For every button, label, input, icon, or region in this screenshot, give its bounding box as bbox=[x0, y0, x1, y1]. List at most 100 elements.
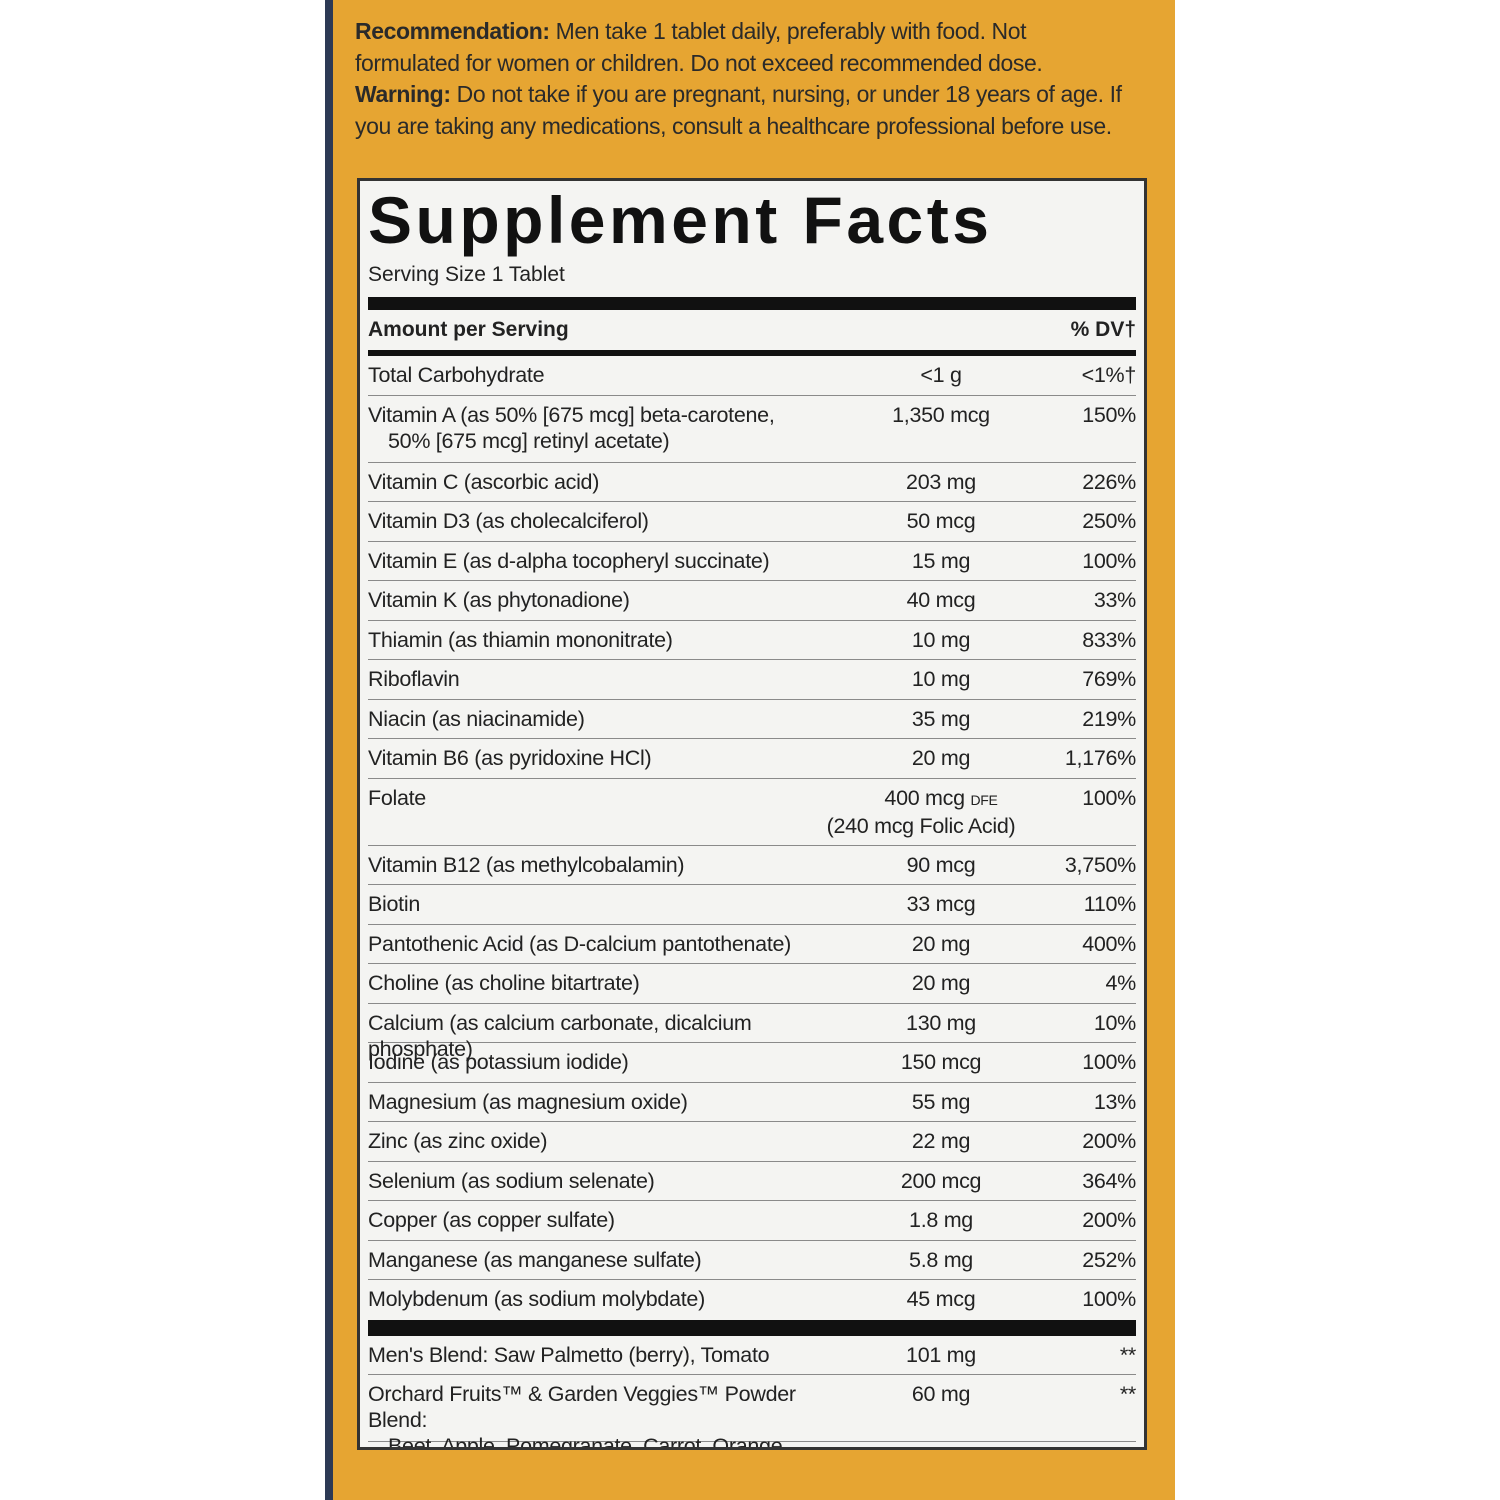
nutrient-name: Orchard Fruits™ & Garden Veggies™ Powder… bbox=[368, 1381, 841, 1447]
daily-value: 100% bbox=[1082, 1287, 1136, 1311]
nutrient-name: Calcium (as calcium carbonate, dicalcium… bbox=[368, 1010, 841, 1061]
nutrient-row: Zinc (as zinc oxide) 22 mg 200% bbox=[368, 1122, 1136, 1162]
amount: 150 mcg bbox=[841, 1049, 1041, 1082]
name-line: Vitamin C (ascorbic acid) bbox=[368, 469, 600, 494]
amount-value: 5.8 mg bbox=[909, 1247, 973, 1272]
amount-value: <1 g bbox=[920, 363, 962, 387]
name-line: Vitamin A (as 50% [675 mcg] beta-caroten… bbox=[368, 402, 775, 427]
nutrient-row: Thiamin (as thiamin mononitrate) 10 mg 833… bbox=[368, 621, 1136, 660]
nutrient-name: Biotin bbox=[368, 891, 841, 924]
amount: 55 mg bbox=[841, 1089, 1041, 1122]
name-line: Vitamin E (as d-alpha tocopheryl succina… bbox=[368, 548, 770, 573]
amount-line: 200 mcg bbox=[841, 1168, 1041, 1194]
amount-line: 400 mcg DFE bbox=[841, 785, 1041, 813]
amount-value: 90 mcg bbox=[906, 852, 976, 877]
daily-value: 4% bbox=[1105, 971, 1137, 995]
daily-value: <1%† bbox=[1081, 363, 1137, 387]
nutrient-row: Niacin (as niacinamide) 35 mg 219% bbox=[368, 700, 1136, 739]
amount-line: 101 mg bbox=[841, 1342, 1041, 1368]
amount-value: 203 mg bbox=[906, 469, 976, 494]
nutrient-row: Orchard Fruits™ & Garden Veggies™ Powder… bbox=[368, 1375, 1136, 1447]
nutrient-name: Magnesium (as magnesium oxide) bbox=[368, 1089, 841, 1122]
daily-value: 219% bbox=[1082, 706, 1136, 731]
amount-line: 22 mg bbox=[841, 1128, 1041, 1154]
amount-value: 33 mcg bbox=[906, 892, 976, 916]
amount: 400 mcg DFE (240 mcg Folic Acid) bbox=[827, 785, 1041, 845]
nutrient-row: Copper (as copper sulfate) 1.8 mg 200% bbox=[368, 1201, 1136, 1241]
name-line: Biotin bbox=[368, 892, 420, 916]
amount: 203 mg bbox=[841, 469, 1041, 502]
nutrient-name: Vitamin C (ascorbic acid) bbox=[368, 469, 841, 502]
amount-line: 130 mg bbox=[841, 1010, 1041, 1036]
amount-value: 20 mg bbox=[911, 931, 971, 956]
amount-line: 20 mg bbox=[841, 745, 1041, 771]
amount-line: 20 mg bbox=[841, 970, 1041, 996]
nutrient-row: Men's Blend: Saw Palmetto (berry), Tomat… bbox=[368, 1336, 1136, 1375]
amount-value: 1.8 mg bbox=[909, 1208, 973, 1232]
name-line: Vitamin D3 (as cholecalciferol) bbox=[368, 509, 649, 533]
amount: 60 mg bbox=[841, 1381, 1041, 1441]
facts-box: Supplement Facts Serving Size 1 Tablet A… bbox=[357, 178, 1147, 1450]
amount: 35 mg bbox=[841, 706, 1041, 739]
nutrient-row: Vitamin B12 (as methylcobalamin) 90 mcg 3,… bbox=[368, 846, 1136, 885]
amount-line: 55 mg bbox=[841, 1089, 1041, 1115]
header-row: Amount per Serving % DV† bbox=[368, 310, 1136, 350]
daily-value: 252% bbox=[1082, 1247, 1136, 1272]
amount-value: 1,350 mcg bbox=[892, 402, 990, 427]
amount-line: 203 mg bbox=[841, 469, 1041, 495]
daily-value: 769% bbox=[1082, 667, 1136, 691]
amount: 130 mg bbox=[841, 1010, 1041, 1043]
nutrient-name: Niacin (as niacinamide) bbox=[368, 706, 841, 739]
amount-note: (240 mcg Folic Acid) bbox=[826, 813, 1016, 838]
daily-value: ** bbox=[1119, 1342, 1136, 1367]
daily-value: 150% bbox=[1082, 402, 1136, 427]
daily-value: 250% bbox=[1082, 509, 1136, 533]
amount: 20 mg bbox=[841, 970, 1041, 1003]
amount: 1.8 mg bbox=[841, 1207, 1041, 1240]
name-line: Vitamin B6 (as pyridoxine HCl) bbox=[368, 746, 652, 770]
warning-label: Warning: bbox=[355, 81, 451, 107]
divider bbox=[368, 350, 1136, 356]
nutrient-name: Pantothenic Acid (as D-calcium pantothen… bbox=[368, 931, 841, 964]
nutrient-row: Molybdenum (as sodium molybdate) 45 mcg 10… bbox=[368, 1280, 1136, 1320]
nutrient-name: Vitamin B6 (as pyridoxine HCl) bbox=[368, 745, 841, 778]
amount-line: 35 mg bbox=[841, 706, 1041, 732]
name-line: Thiamin (as thiamin mononitrate) bbox=[368, 627, 673, 652]
facts-title: Supplement Facts bbox=[368, 183, 993, 257]
amount: <1 g bbox=[841, 362, 1041, 395]
amount-line: 1.8 mg bbox=[841, 1207, 1041, 1233]
amount-line: 60 mg bbox=[841, 1381, 1041, 1407]
amount-line: 15 mg bbox=[841, 548, 1041, 574]
name-line: Vitamin B12 (as methylcobalamin) bbox=[368, 852, 685, 877]
daily-value: 13% bbox=[1093, 1089, 1136, 1114]
name-line: Selenium (as sodium selenate) bbox=[368, 1168, 655, 1193]
amount-value: 400 mcg bbox=[884, 785, 965, 810]
amount-line: <1 g bbox=[841, 362, 1041, 388]
amount: 200 mcg bbox=[841, 1168, 1041, 1201]
nutrient-row: Pantothenic Acid (as D-calcium pantothen… bbox=[368, 925, 1136, 964]
amount: 20 mg bbox=[841, 931, 1041, 964]
daily-value: 226% bbox=[1082, 469, 1136, 494]
name-line: Zinc (as zinc oxide) bbox=[368, 1129, 548, 1153]
name-line: Beet, Apple, Pomegranate, Carrot, Orange… bbox=[388, 1434, 789, 1450]
amount-line: 50 mcg bbox=[841, 508, 1041, 534]
amount-value: 50 mcg bbox=[906, 509, 976, 533]
amount-value: 130 mg bbox=[906, 1010, 976, 1035]
nutrient-row: Vitamin E (as d-alpha tocopheryl succina… bbox=[368, 542, 1136, 581]
recommendation-label: Recommendation: bbox=[355, 18, 550, 44]
name-line: Molybdenum (as sodium molybdate) bbox=[368, 1287, 705, 1311]
name-line: Choline (as choline bitartrate) bbox=[368, 971, 640, 995]
nutrient-row: Total Carbohydrate <1 g <1%† bbox=[368, 356, 1136, 396]
amount-line: 5.8 mg bbox=[841, 1247, 1041, 1273]
amount-line: 45 mcg bbox=[841, 1286, 1041, 1312]
header-amount: Amount per Serving bbox=[368, 318, 569, 341]
nutrient-row: Iodine (as potassium iodide) 150 mcg 100% bbox=[368, 1043, 1136, 1083]
amount-value: 10 mg bbox=[911, 667, 971, 691]
name-line: Copper (as copper sulfate) bbox=[368, 1208, 615, 1232]
amount-value: 15 mg bbox=[911, 548, 971, 573]
amount-line: 10 mg bbox=[841, 627, 1041, 653]
name-line: Manganese (as manganese sulfate) bbox=[368, 1247, 702, 1272]
nutrient-name: Folate bbox=[368, 785, 841, 845]
divider bbox=[368, 297, 1136, 310]
